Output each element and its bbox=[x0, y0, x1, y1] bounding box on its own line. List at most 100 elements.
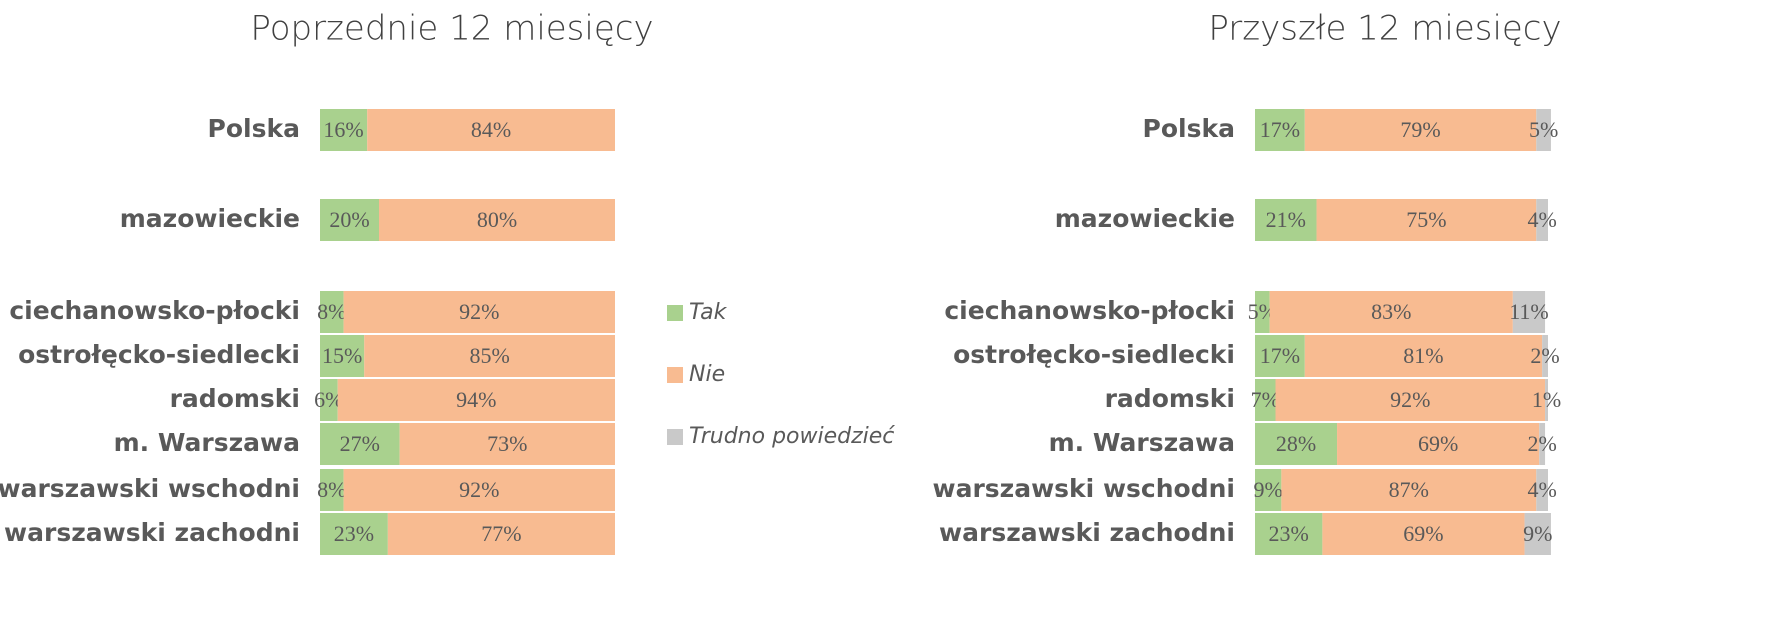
value-label: 4% bbox=[1527, 207, 1556, 232]
category-label: mazowieckie bbox=[1055, 204, 1235, 233]
bar-segment bbox=[1281, 469, 1537, 511]
value-label: 9% bbox=[1523, 521, 1552, 546]
value-label: 87% bbox=[1389, 477, 1429, 502]
value-label: 16% bbox=[323, 117, 363, 142]
bar-segment bbox=[1255, 423, 1338, 465]
chart-title: Poprzednie 12 miesięcy bbox=[250, 9, 653, 49]
bar-segment bbox=[1542, 335, 1548, 377]
bar-segment bbox=[1512, 291, 1546, 333]
category-label: ciechanowsko-płocki bbox=[9, 296, 300, 325]
value-label: 85% bbox=[469, 343, 509, 368]
value-label: 15% bbox=[322, 343, 362, 368]
bar-segment bbox=[1536, 199, 1548, 241]
value-label: 69% bbox=[1403, 521, 1443, 546]
bar-segment bbox=[343, 291, 615, 333]
category-label: ciechanowsko-płocki bbox=[944, 296, 1235, 325]
category-label: ostrołęcko-siedlecki bbox=[953, 340, 1235, 369]
bar-segment bbox=[1255, 513, 1323, 555]
value-label: 11% bbox=[1509, 299, 1549, 324]
value-label: 8% bbox=[317, 299, 346, 324]
bar-segment bbox=[320, 109, 368, 151]
legend-label: Tak bbox=[689, 300, 728, 325]
value-label: 17% bbox=[1260, 343, 1300, 368]
value-label: 8% bbox=[317, 477, 346, 502]
bar-segment bbox=[379, 199, 615, 241]
category-label: Polska bbox=[208, 114, 300, 143]
bar-segment bbox=[1255, 291, 1270, 333]
bar-segment bbox=[1255, 109, 1305, 151]
chart-title: Przyszłe 12 miesięcy bbox=[1208, 9, 1561, 49]
bar-segment bbox=[1255, 335, 1305, 377]
bar-segment bbox=[320, 335, 365, 377]
value-label: 75% bbox=[1406, 207, 1446, 232]
value-label: 23% bbox=[1269, 521, 1309, 546]
legend-swatch bbox=[667, 367, 683, 383]
category-label: warszawski zachodni bbox=[4, 518, 300, 547]
value-label: 84% bbox=[471, 117, 511, 142]
value-label: 1% bbox=[1532, 387, 1561, 412]
bar-segment bbox=[387, 513, 615, 555]
value-label: 17% bbox=[1260, 117, 1300, 142]
value-label: 81% bbox=[1403, 343, 1443, 368]
value-label: 23% bbox=[334, 521, 374, 546]
category-label: m. Warszawa bbox=[114, 428, 300, 457]
category-label: warszawski zachodni bbox=[939, 518, 1235, 547]
category-label: warszawski wschodni bbox=[0, 474, 300, 503]
value-label: 92% bbox=[459, 477, 499, 502]
category-label: Polska bbox=[1143, 114, 1235, 143]
bar-segment bbox=[343, 469, 615, 511]
value-label: 7% bbox=[1251, 387, 1280, 412]
legend-label: Nie bbox=[689, 362, 725, 387]
bar-segment bbox=[1545, 379, 1548, 421]
category-label: ostrołęcko-siedlecki bbox=[18, 340, 300, 369]
value-label: 92% bbox=[1390, 387, 1430, 412]
value-label: 77% bbox=[481, 521, 521, 546]
bar-segment bbox=[320, 379, 338, 421]
value-label: 80% bbox=[477, 207, 517, 232]
legend-swatch bbox=[667, 305, 683, 321]
value-label: 2% bbox=[1530, 343, 1559, 368]
bar-segment bbox=[320, 423, 400, 465]
category-label: mazowieckie bbox=[120, 204, 300, 233]
bar-segment bbox=[337, 379, 615, 421]
value-label: 27% bbox=[340, 431, 380, 456]
value-label: 69% bbox=[1418, 431, 1458, 456]
value-label: 28% bbox=[1276, 431, 1316, 456]
bar-segment bbox=[320, 469, 344, 511]
bar-segment bbox=[1539, 423, 1546, 465]
value-label: 9% bbox=[1254, 477, 1283, 502]
value-label: 21% bbox=[1266, 207, 1306, 232]
value-label: 79% bbox=[1400, 117, 1440, 142]
value-label: 92% bbox=[459, 299, 499, 324]
bar-segment bbox=[1255, 469, 1282, 511]
bar-segment bbox=[320, 291, 344, 333]
legend-swatch bbox=[667, 429, 683, 445]
legend-label: Trudno powiedzieć bbox=[689, 424, 895, 449]
bar-segment bbox=[367, 109, 615, 151]
value-label: 73% bbox=[487, 431, 527, 456]
value-label: 5% bbox=[1529, 117, 1558, 142]
value-label: 2% bbox=[1527, 431, 1556, 456]
bar-segment bbox=[320, 513, 388, 555]
bar-segment bbox=[320, 199, 379, 241]
bar-segment bbox=[1536, 469, 1548, 511]
bar-segment bbox=[1524, 513, 1551, 555]
value-label: 20% bbox=[329, 207, 369, 232]
value-label: 4% bbox=[1527, 477, 1556, 502]
bar-segment bbox=[1304, 109, 1537, 151]
bar-segment bbox=[1269, 291, 1513, 333]
category-label: radomski bbox=[1105, 384, 1235, 413]
bar-segment bbox=[1536, 109, 1551, 151]
bar-segment bbox=[399, 423, 615, 465]
category-label: warszawski wschodni bbox=[932, 474, 1235, 503]
value-label: 94% bbox=[456, 387, 496, 412]
value-label: 83% bbox=[1371, 299, 1411, 324]
bar-segment bbox=[1275, 379, 1546, 421]
bar-segment bbox=[1322, 513, 1525, 555]
bar-segment bbox=[1255, 199, 1317, 241]
bar-segment bbox=[1316, 199, 1537, 241]
bar-segment bbox=[1337, 423, 1540, 465]
category-label: m. Warszawa bbox=[1049, 428, 1235, 457]
bar-segment bbox=[1255, 379, 1276, 421]
